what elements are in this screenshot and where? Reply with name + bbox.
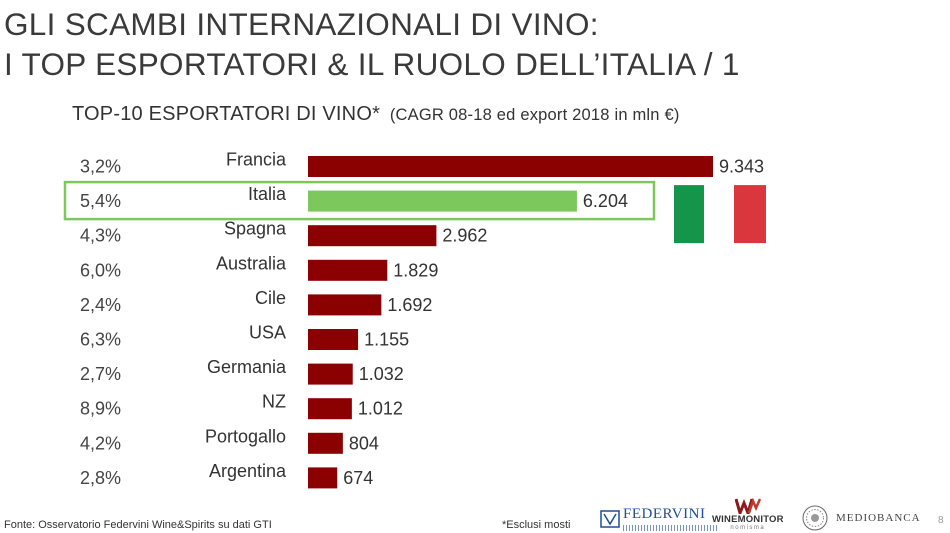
cagr-label: 4,3% bbox=[80, 226, 121, 246]
chart-title-text: TOP-10 ESPORTATORI DI VINO* bbox=[72, 103, 381, 125]
category-label: NZ bbox=[262, 392, 286, 412]
bar bbox=[308, 259, 388, 281]
value-label: 1.692 bbox=[387, 295, 432, 315]
cagr-label: 6,3% bbox=[80, 330, 121, 350]
category-label: Italia bbox=[248, 184, 287, 204]
value-label: 2.962 bbox=[442, 226, 487, 246]
italy-flag-red-stripe bbox=[734, 185, 766, 244]
page-title-line-1: GLI SCAMBI INTERNAZIONALI DI VINO: bbox=[4, 6, 599, 42]
federvini-emblem-icon bbox=[600, 509, 620, 528]
mediobanca-seal-icon bbox=[802, 505, 828, 531]
category-label: Francia bbox=[226, 150, 287, 170]
bar bbox=[308, 225, 437, 247]
italy-flag-white-stripe bbox=[704, 185, 734, 244]
federvini-logo: FEDERVINI bbox=[600, 506, 719, 531]
bar bbox=[308, 398, 352, 420]
bar bbox=[308, 190, 577, 212]
italy-flag-green-stripe bbox=[674, 185, 704, 244]
federvini-logo-text: FEDERVINI bbox=[623, 506, 706, 522]
category-label: Germania bbox=[207, 357, 287, 377]
footnote: *Esclusi mosti bbox=[502, 519, 571, 531]
cagr-label: 2,4% bbox=[80, 295, 121, 315]
chart-title: TOP-10 ESPORTATORI DI VINO* (CAGR 08-18 … bbox=[72, 103, 680, 126]
winemonitor-logo-text: WINEMONITOR bbox=[712, 514, 784, 525]
federvini-logo-subtext bbox=[623, 525, 719, 531]
value-label: 6.204 bbox=[583, 191, 628, 211]
value-label: 1.829 bbox=[393, 260, 438, 280]
category-label: Spagna bbox=[224, 219, 287, 239]
bar bbox=[308, 156, 713, 177]
cagr-label: 4,2% bbox=[80, 433, 121, 453]
source-note: Fonte: Osservatorio Federvini Wine&Spiri… bbox=[4, 519, 272, 531]
page-title-line-2: I TOP ESPORTATORI & IL RUOLO DELL’ITALIA… bbox=[4, 46, 740, 82]
mediobanca-logo: MEDIOBANCA bbox=[802, 505, 921, 531]
bar bbox=[308, 363, 353, 385]
page-title: GLI SCAMBI INTERNAZIONALI DI VINO: I TOP… bbox=[4, 4, 740, 84]
value-label: 1.032 bbox=[359, 364, 404, 384]
cagr-label: 8,9% bbox=[80, 399, 121, 419]
value-label: 674 bbox=[343, 468, 373, 488]
page-number: 8 bbox=[938, 515, 944, 526]
highlight-box bbox=[63, 180, 656, 221]
category-label: Australia bbox=[216, 253, 287, 273]
cagr-label: 3,2% bbox=[80, 157, 121, 177]
value-label: 1.155 bbox=[364, 330, 409, 350]
cagr-label: 2,8% bbox=[80, 468, 121, 488]
category-label: USA bbox=[249, 323, 286, 343]
cagr-label: 6,0% bbox=[80, 260, 121, 280]
winemonitor-logo: WINEMONITOR nomisma bbox=[712, 498, 784, 531]
bar bbox=[308, 467, 338, 489]
value-label: 804 bbox=[349, 433, 379, 453]
category-label: Argentina bbox=[209, 461, 287, 481]
category-label: Portogallo bbox=[205, 426, 286, 446]
chart-subtitle: (CAGR 08-18 ed export 2018 in mln €) bbox=[389, 106, 680, 124]
category-label: Cile bbox=[255, 288, 286, 308]
mediobanca-logo-text: MEDIOBANCA bbox=[836, 512, 921, 524]
value-label: 1.012 bbox=[358, 399, 403, 419]
cagr-label: 5,4% bbox=[80, 191, 121, 211]
value-label: 9.343 bbox=[719, 157, 764, 177]
winemonitor-emblem-icon bbox=[734, 498, 761, 514]
cagr-label: 2,7% bbox=[80, 364, 121, 384]
bar bbox=[308, 432, 343, 454]
winemonitor-logo-subtext: nomisma bbox=[730, 525, 766, 531]
bar bbox=[308, 294, 382, 316]
bar bbox=[308, 329, 359, 350]
